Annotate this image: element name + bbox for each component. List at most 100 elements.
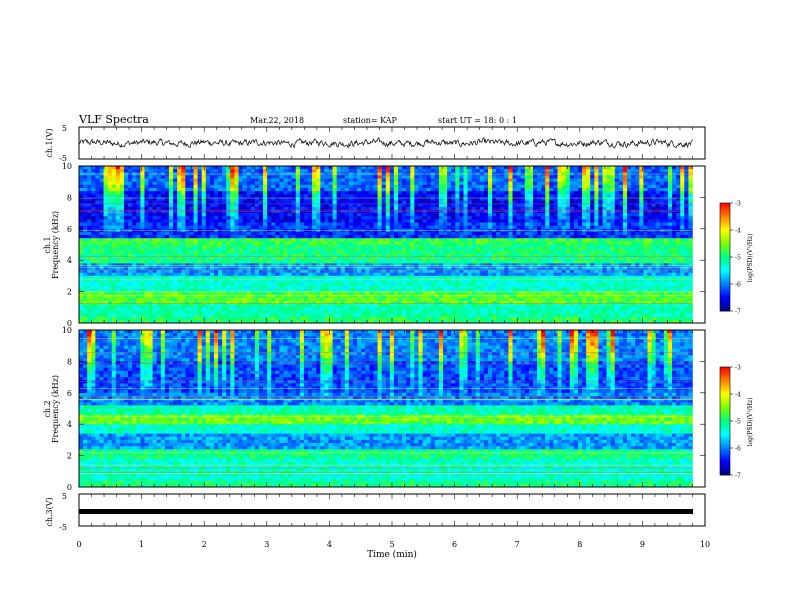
spectrogram-cell — [246, 178, 252, 182]
spectrogram-cell — [582, 241, 587, 245]
spectrogram-cell — [324, 203, 329, 208]
spectrogram-cell — [287, 191, 292, 195]
spectrogram-cell — [667, 263, 673, 267]
spectrogram-cell — [606, 184, 611, 189]
spectrogram-cell — [483, 247, 489, 252]
spectrogram-cell — [418, 225, 423, 230]
ch1-ytick-top: 5 — [62, 124, 67, 133]
spectrogram-cell — [606, 257, 611, 261]
spectrogram-cell — [549, 260, 554, 264]
spectrogram-cell — [676, 203, 681, 208]
spectrogram-cell — [140, 206, 145, 211]
spectrogram-cell — [455, 203, 460, 208]
spectrogram-cell — [328, 238, 333, 242]
spectrogram-cell — [361, 219, 366, 223]
spectrogram-cell — [479, 181, 485, 186]
spectrogram-cell — [156, 238, 162, 242]
spectrogram-cell — [173, 213, 178, 217]
spectrogram-cell — [590, 225, 595, 230]
spectrogram-cell — [455, 200, 460, 204]
spectrogram-cell — [303, 222, 309, 226]
spectrogram-cell — [283, 238, 288, 242]
spectrogram-cell — [622, 181, 628, 186]
spectrogram-cell — [541, 178, 546, 182]
spectrogram-cell — [119, 200, 125, 204]
spectrogram-cell — [222, 187, 227, 192]
spectrogram-cell — [148, 184, 153, 189]
spectrogram-cell — [410, 238, 415, 242]
spectrogram-cell — [385, 231, 391, 236]
spectrogram-cell — [250, 266, 256, 270]
spectrogram-cell — [197, 266, 202, 270]
spectrogram-cell — [598, 235, 603, 239]
spectrogram-cell — [414, 238, 419, 242]
spectrogram-cell — [279, 219, 284, 223]
spectrogram-cell — [659, 181, 665, 186]
spectrogram-cell — [373, 225, 378, 230]
spectrogram-cell — [561, 222, 566, 226]
spectrogram-cell — [479, 238, 485, 242]
spectrogram-cell — [590, 175, 595, 179]
spectrogram-cell — [500, 194, 505, 198]
spectrogram-cell — [443, 241, 448, 245]
spectrogram-cell — [414, 206, 419, 211]
spectrogram-cell — [246, 216, 252, 220]
spectrogram-cell — [361, 253, 366, 258]
spectrogram-cell — [512, 250, 517, 255]
spectrogram-cell — [230, 235, 235, 239]
spectrogram-cell — [532, 191, 538, 195]
spectrogram-cell — [487, 200, 493, 204]
spectrogram-cell — [181, 184, 186, 189]
spectrogram-cell — [230, 206, 235, 211]
spectrogram-cell — [680, 206, 685, 211]
spectrogram-cell — [303, 266, 309, 270]
spectrogram-cell — [107, 238, 113, 242]
spectrogram-cell — [181, 203, 186, 208]
spectrogram-cell — [573, 197, 579, 201]
spectrogram-cell — [594, 253, 599, 258]
spectrogram-cell — [590, 181, 595, 186]
spectrogram-cell — [389, 247, 395, 252]
spectrogram-cell — [320, 238, 325, 242]
spectrogram-cell — [348, 184, 354, 189]
spectrogram-cell — [381, 263, 387, 267]
spectrogram-cell — [91, 253, 96, 258]
spectrogram-cell — [83, 241, 88, 245]
spectrogram-cell — [303, 263, 309, 267]
spectrogram-cell — [520, 244, 526, 248]
spectrogram-cell — [622, 197, 628, 201]
spectrogram-cell — [218, 260, 223, 264]
spectrogram-cell — [254, 184, 260, 189]
spectrogram-cell — [643, 191, 648, 195]
spectrogram-cell — [95, 247, 100, 252]
spectrogram-cell — [152, 166, 158, 170]
spectrogram-cell — [316, 266, 321, 270]
spectrogram-cell — [393, 266, 399, 270]
spectrogram-cell — [639, 216, 644, 220]
spectrogram-cell — [586, 260, 591, 264]
spectrogram-cell — [496, 244, 501, 248]
spectrogram-cell — [635, 222, 640, 226]
spectrogram-cell — [459, 175, 464, 179]
spectrogram-cell — [680, 191, 685, 195]
spectrogram-cell — [164, 166, 170, 170]
spectrogram-cell — [160, 166, 166, 170]
spectrogram-cell — [385, 184, 391, 189]
spectrogram-cell — [291, 184, 297, 189]
spectrogram-cell — [447, 203, 452, 208]
spectrogram-cell — [152, 175, 158, 179]
spectrogram-cell — [222, 219, 227, 223]
spectrogram-cell — [496, 247, 501, 252]
spectrogram-cell — [242, 191, 247, 195]
spectrogram-cell — [173, 200, 178, 204]
spectrogram-cell — [271, 260, 276, 264]
spectrogram-cell — [496, 200, 501, 204]
spectrogram-cell — [684, 216, 689, 220]
spectrogram-cell — [209, 231, 215, 236]
spectrogram-cell — [598, 247, 603, 252]
spectrogram-cell — [299, 222, 305, 226]
spectrogram-cell — [361, 222, 366, 226]
spectrogram-cell — [561, 191, 566, 195]
spectrogram-cell — [622, 175, 628, 179]
spectrogram-cell — [492, 184, 497, 189]
